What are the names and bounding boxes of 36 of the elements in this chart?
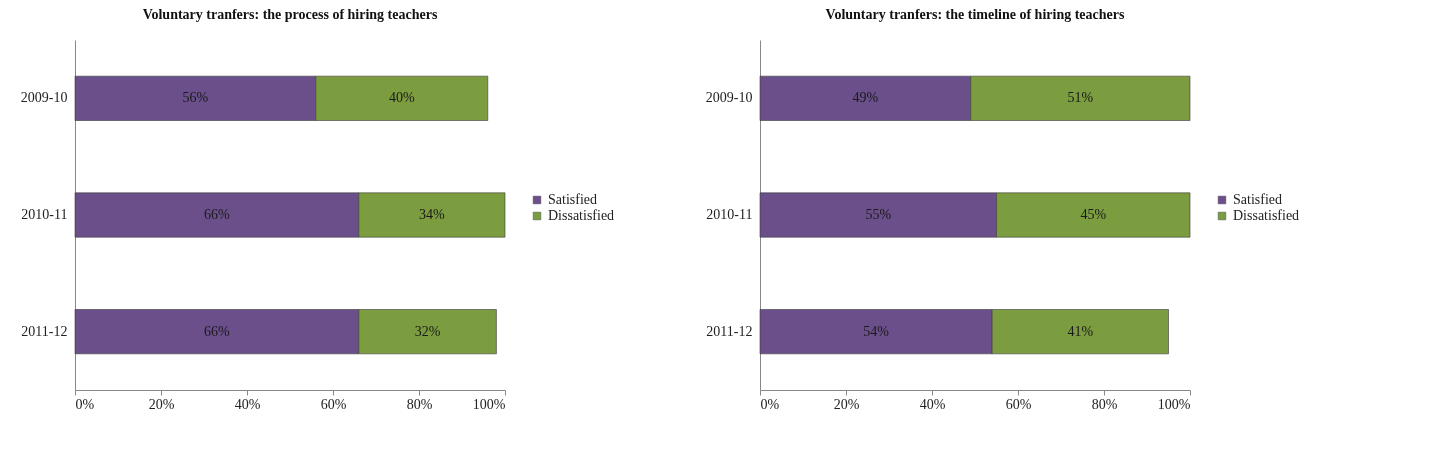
y-tick-label: 2011-12 bbox=[21, 323, 68, 339]
data-label: 45% bbox=[1080, 207, 1107, 222]
data-label: 55% bbox=[865, 207, 892, 222]
data-label: 49% bbox=[852, 90, 879, 106]
y-tick-label: 2010-11 bbox=[706, 207, 753, 222]
legend-label: Satisfied bbox=[548, 192, 597, 207]
data-label: 66% bbox=[204, 323, 231, 339]
x-tick-label: 100% bbox=[472, 396, 506, 412]
chart-title: Voluntary tranfers: the timeline of hiring teachers bbox=[825, 7, 1125, 22]
data-label: 54% bbox=[863, 323, 890, 339]
data-label: 40% bbox=[388, 90, 415, 106]
y-tick-label: 2009-10 bbox=[705, 90, 753, 106]
y-tick-label: 2011-12 bbox=[706, 323, 753, 339]
legend-label: Satisfied bbox=[1233, 192, 1282, 207]
y-tick-label: 2010-11 bbox=[21, 207, 68, 222]
data-label: 66% bbox=[204, 207, 231, 222]
x-tick-label: 40% bbox=[234, 396, 261, 412]
x-tick-label: 80% bbox=[1091, 396, 1118, 412]
x-tick-label: 80% bbox=[406, 396, 433, 412]
data-label: 32% bbox=[414, 323, 441, 339]
x-tick-label: 60% bbox=[320, 396, 347, 412]
x-tick-label: 60% bbox=[1005, 396, 1032, 412]
y-tick-label: 2009-10 bbox=[20, 90, 68, 106]
x-tick-label: 20% bbox=[833, 396, 860, 412]
data-label: 51% bbox=[1067, 90, 1094, 106]
data-label: 34% bbox=[419, 207, 446, 222]
data-label: 56% bbox=[182, 90, 209, 106]
x-tick-label: 0% bbox=[75, 396, 95, 412]
legend-label: Dissatisfied bbox=[548, 208, 615, 223]
data-label: 41% bbox=[1067, 323, 1094, 339]
x-tick-label: 40% bbox=[919, 396, 946, 412]
x-tick-label: 100% bbox=[1157, 396, 1191, 412]
x-tick-label: 20% bbox=[148, 396, 175, 412]
legend-label: Dissatisfied bbox=[1233, 208, 1300, 223]
x-tick-label: 0% bbox=[760, 396, 780, 412]
chart-title: Voluntary tranfers: the process of hiring teachers bbox=[142, 7, 438, 22]
